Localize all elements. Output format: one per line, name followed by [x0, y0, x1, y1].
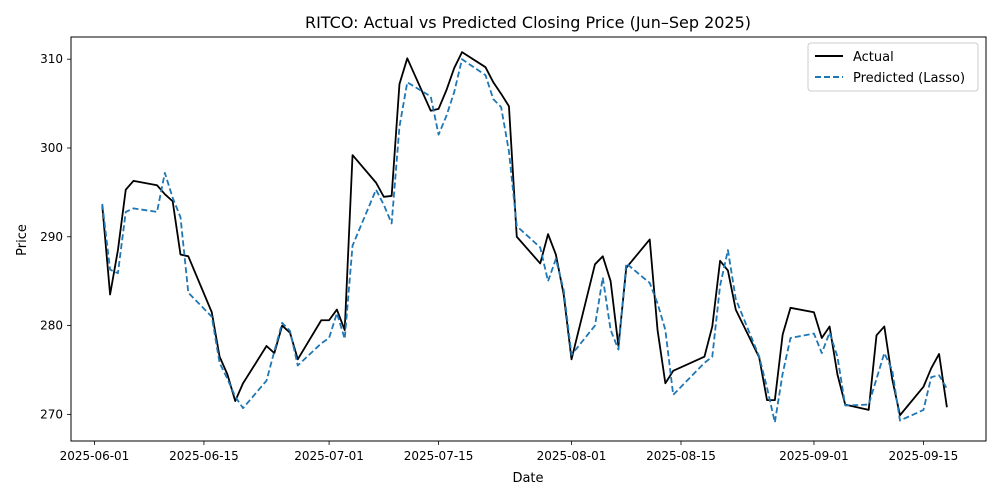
- x-tick-label: 2025-06-15: [169, 449, 239, 463]
- series-line-actual: [101, 51, 948, 417]
- series-lines: [101, 51, 948, 424]
- x-tick-label: 2025-09-15: [889, 449, 959, 463]
- legend-box: [807, 42, 979, 92]
- x-tick-label: 2025-08-15: [646, 449, 716, 463]
- y-tick-label: 280: [40, 319, 63, 333]
- y-tick-label: 290: [40, 230, 63, 244]
- plot-area-frame: [70, 36, 987, 442]
- legend: Actual Predicted (Lasso): [807, 42, 979, 92]
- chart-title: RITCO: Actual vs Predicted Closing Price…: [305, 13, 751, 32]
- x-axis-label: Date: [512, 471, 543, 486]
- x-tick-label: 2025-09-01: [779, 449, 849, 463]
- x-tick-label: 2025-07-01: [294, 449, 364, 463]
- legend-label-actual: Actual: [853, 50, 894, 65]
- series-line-predicted: [101, 58, 948, 424]
- y-tick-label: 300: [40, 141, 63, 155]
- y-axis-label: Price: [15, 224, 30, 256]
- y-tick-label: 310: [40, 52, 63, 66]
- axis-ticks: 2025-06-01 2025-06-15 2025-07-01 2025-07-15…: [40, 52, 958, 463]
- legend-label-predicted: Predicted (Lasso): [853, 71, 965, 86]
- y-tick-label: 270: [40, 407, 63, 421]
- x-tick-label: 2025-06-01: [60, 449, 130, 463]
- x-tick-label: 2025-07-15: [404, 449, 474, 463]
- x-tick-label: 2025-08-01: [537, 449, 607, 463]
